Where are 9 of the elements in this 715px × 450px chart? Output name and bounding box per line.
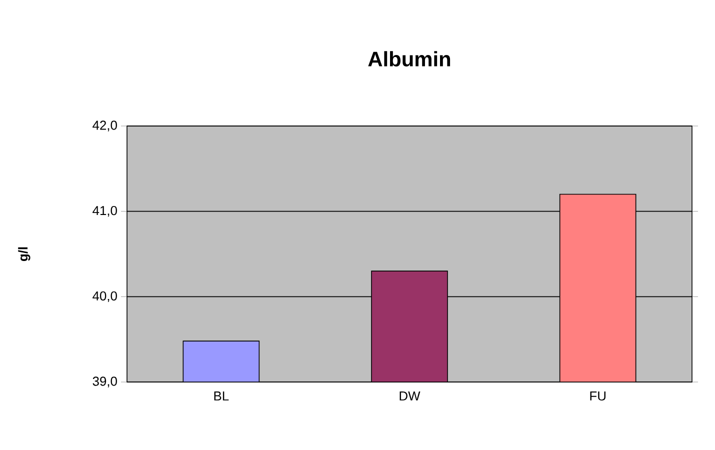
x-tick-label: FU	[590, 392, 606, 401]
y-tick-label: 39,0	[92, 376, 117, 388]
y-tick-label: 41,0	[92, 206, 117, 217]
y-tick-label: 42,0	[92, 120, 117, 132]
y-tick-label: 40,0	[92, 291, 117, 302]
chart-title: Albumin	[368, 51, 450, 66]
x-tick-label: BL	[214, 392, 229, 400]
x-tick-label: DW	[400, 392, 420, 400]
y-axis-title: g/l	[18, 247, 30, 262]
